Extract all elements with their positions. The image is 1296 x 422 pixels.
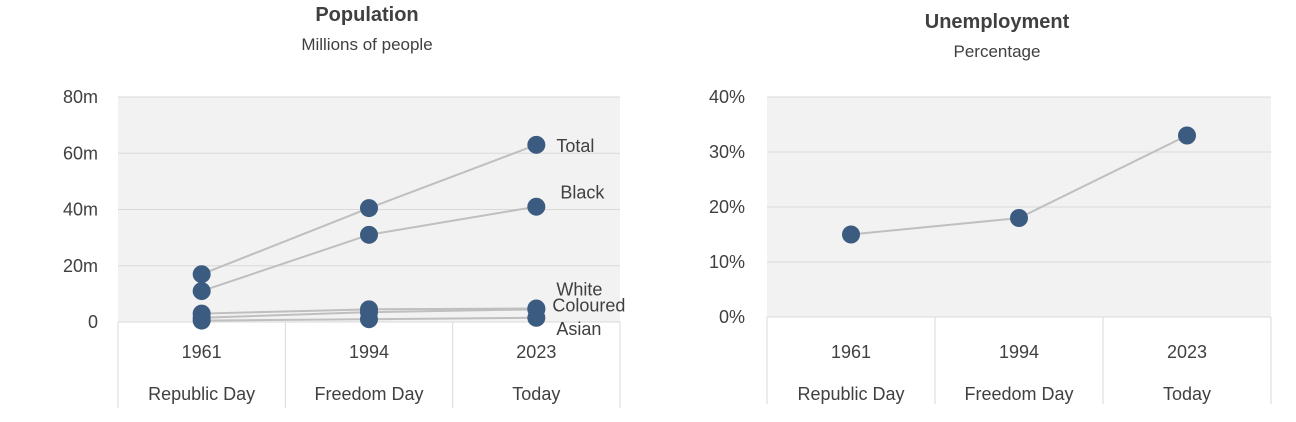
population-y-tick-label: 20m bbox=[63, 256, 98, 276]
unemployment-x-tick-label: 1994 bbox=[999, 342, 1039, 362]
unemployment-y-tick-label: 20% bbox=[709, 197, 745, 217]
population-data-point bbox=[360, 310, 378, 329]
population-x-sublabel: Republic Day bbox=[148, 384, 255, 404]
population-x-tick-label: 2023 bbox=[516, 342, 556, 362]
population-data-point bbox=[527, 197, 546, 216]
series-label: Total bbox=[556, 136, 594, 156]
population-y-tick-label: 80m bbox=[63, 87, 98, 107]
unemployment-data-point bbox=[1178, 126, 1196, 145]
unemployment-data-point bbox=[842, 225, 860, 244]
population-chart: Population Millions of people 0 20m 40m 60m 80… bbox=[63, 4, 625, 408]
population-data-point bbox=[527, 308, 546, 327]
population-x-sublabel: Freedom Day bbox=[314, 384, 423, 404]
population-data-point bbox=[192, 282, 211, 301]
population-data-point bbox=[192, 265, 211, 284]
unemployment-y-tick-label: 0% bbox=[719, 307, 745, 327]
series-label: Coloured bbox=[552, 295, 625, 315]
population-y-tick-label: 0 bbox=[88, 312, 98, 332]
population-chart-title: Population bbox=[315, 4, 418, 26]
population-chart-subtitle: Millions of people bbox=[301, 35, 432, 54]
population-y-tick-label: 40m bbox=[63, 200, 98, 220]
unemployment-chart: Unemployment Percentage 0% 10% 20% 30% 40% 1961… bbox=[709, 11, 1272, 404]
population-data-point bbox=[192, 311, 211, 330]
population-x-tick-label: 1994 bbox=[349, 342, 389, 362]
unemployment-y-tick-label: 40% bbox=[709, 87, 745, 107]
unemployment-chart-subtitle: Percentage bbox=[954, 42, 1041, 61]
series-label: Black bbox=[560, 183, 605, 203]
population-data-point bbox=[360, 199, 378, 218]
unemployment-y-tick-label: 30% bbox=[709, 142, 745, 162]
series-label: White bbox=[556, 280, 602, 300]
unemployment-x-sublabel: Freedom Day bbox=[964, 384, 1073, 404]
population-y-tick-label: 60m bbox=[63, 143, 98, 163]
unemployment-y-tick-label: 10% bbox=[709, 252, 745, 272]
series-label: Asian bbox=[556, 319, 601, 339]
unemployment-x-tick-label: 1961 bbox=[831, 342, 871, 362]
unemployment-x-sublabel: Republic Day bbox=[797, 384, 904, 404]
population-x-sublabel: Today bbox=[512, 384, 560, 404]
unemployment-data-point bbox=[1010, 209, 1028, 227]
population-data-point bbox=[360, 225, 378, 244]
population-x-tick-label: 1961 bbox=[182, 342, 222, 362]
unemployment-x-sublabel: Today bbox=[1163, 384, 1211, 404]
unemployment-chart-title: Unemployment bbox=[925, 11, 1070, 33]
population-data-point bbox=[527, 135, 546, 154]
unemployment-x-tick-label: 2023 bbox=[1167, 342, 1207, 362]
